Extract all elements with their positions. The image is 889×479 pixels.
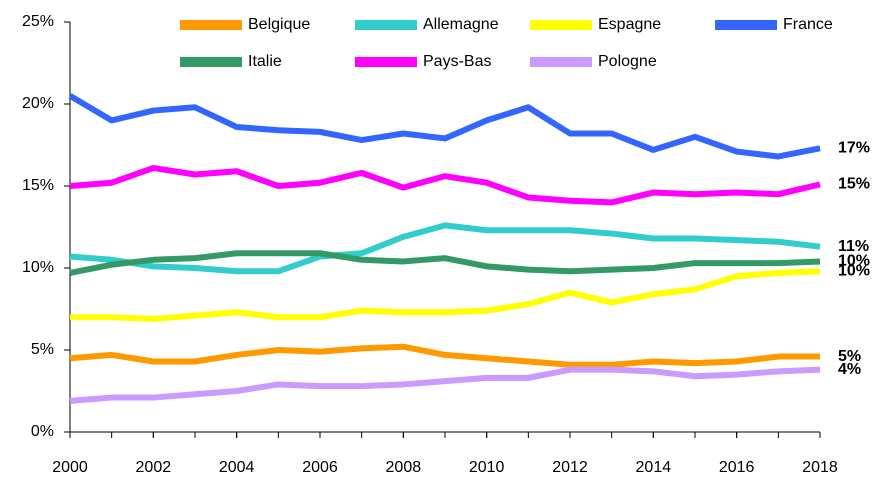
x-tick-label: 2012 [552, 459, 588, 476]
end-label: 15% [838, 176, 870, 193]
x-tick-label: 2010 [469, 459, 505, 476]
series-line [69, 366, 821, 404]
y-tick-label: 10% [22, 259, 54, 276]
end-label: 17% [838, 139, 870, 156]
end-label: 10% [838, 253, 870, 270]
legend-label: Pologne [598, 53, 657, 70]
x-tick-label: 2008 [386, 459, 422, 476]
end-label: 11% [838, 238, 869, 255]
x-tick-label: 2016 [719, 459, 755, 476]
series-line [69, 343, 820, 368]
legend-label: France [783, 16, 833, 33]
legend-label: Espagne [598, 16, 661, 33]
legend-label: Italie [248, 53, 282, 70]
series-line [68, 93, 821, 160]
y-tick-label: 5% [31, 341, 54, 358]
end-label: 10% [838, 262, 870, 279]
x-tick-label: 2014 [636, 459, 672, 476]
series-line [69, 164, 821, 206]
y-tick-label: 15% [22, 177, 54, 194]
y-tick-label: 20% [22, 95, 54, 112]
series-line [69, 250, 821, 276]
end-label: 4% [838, 361, 861, 378]
legend-label: Allemagne [423, 16, 499, 33]
x-tick-label: 2018 [802, 459, 838, 476]
series-line [69, 222, 821, 275]
y-tick-label: 25% [22, 13, 54, 30]
x-tick-label: 2004 [219, 459, 255, 476]
legend-label: Belgique [248, 16, 310, 33]
y-tick-label: 0% [31, 423, 54, 440]
x-tick-label: 2002 [136, 459, 172, 476]
x-tick-label: 2000 [52, 459, 88, 476]
legend-label: Pays-Bas [423, 53, 491, 70]
end-label: 5% [838, 348, 861, 365]
series-line [70, 268, 821, 322]
x-tick-label: 2006 [302, 459, 338, 476]
